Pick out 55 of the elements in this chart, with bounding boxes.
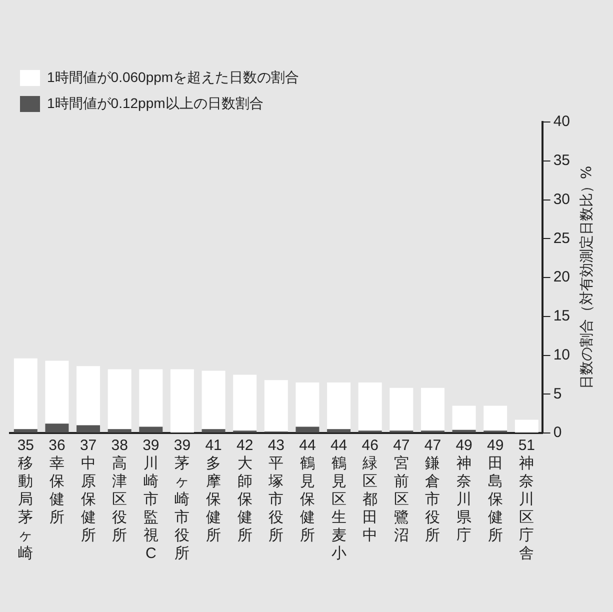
- bar: [452, 406, 476, 430]
- x-tick-label: 49 田島保健所: [487, 437, 504, 544]
- bar: [264, 380, 288, 432]
- bar: [296, 426, 320, 432]
- bar: [76, 425, 100, 432]
- x-tick-label: 41 多摩保健所: [205, 437, 222, 544]
- bar: [390, 388, 414, 431]
- bar: [14, 358, 38, 430]
- bar: [108, 429, 132, 432]
- x-tick-label: 36 幸保健所: [48, 437, 66, 526]
- bar: [139, 426, 163, 432]
- x-tick-label: 47 鎌倉市役所: [424, 437, 442, 544]
- x-tick-label: 51 神奈川区庁舎: [518, 437, 536, 562]
- bar: [420, 388, 444, 431]
- bar: [108, 369, 132, 430]
- x-tick-label: 42 大師保健所: [236, 437, 254, 544]
- x-tick-label: 49 神奈川県庁: [456, 437, 472, 544]
- bar: [452, 430, 476, 432]
- bar: [170, 369, 194, 432]
- bar: [202, 429, 226, 432]
- x-tick-label: 44 鶴見保健所: [299, 437, 316, 544]
- y-tick-label: 30: [553, 190, 570, 208]
- y-tick-label: 0: [553, 424, 562, 442]
- bar: [14, 429, 38, 432]
- y-tick-label: 10: [553, 346, 570, 364]
- x-tick-label: 35 移動局茅ヶ崎: [17, 437, 34, 562]
- bar: [76, 366, 100, 426]
- bar: [484, 406, 508, 431]
- y-axis-title: 日数の割合（対有効測定日数比）%: [578, 166, 595, 390]
- y-tick-label: 40: [553, 113, 570, 130]
- bar: [45, 424, 69, 432]
- x-tick-label: 38 高津区役所: [111, 437, 128, 544]
- x-tick-label: 46 緑区都田中: [362, 437, 378, 544]
- legend-label: 1時間値が0.12ppm以上の日数割合: [47, 94, 264, 111]
- y-tick-label: 35: [553, 152, 570, 170]
- bar: [327, 382, 351, 430]
- y-tick-label: 20: [553, 268, 570, 286]
- x-tick-label: 44 鶴見区生麦小: [330, 437, 348, 562]
- bar: [296, 382, 320, 427]
- bar: [514, 420, 538, 432]
- bar: [358, 382, 382, 431]
- legend-label: 1時間値が0.060ppmを超えた日数の割合: [47, 68, 300, 85]
- bar: [233, 374, 257, 431]
- x-tick-label: 39 茅ヶ崎市役所: [174, 437, 191, 562]
- x-tick-label: 43 平塚市役所: [268, 437, 284, 544]
- bar: [327, 429, 351, 432]
- x-tick-label: 37 中原保健所: [80, 437, 97, 544]
- bar: [139, 369, 163, 427]
- y-tick-label: 5: [553, 385, 562, 402]
- x-tick-label: 39 川崎市監視C: [142, 437, 160, 562]
- bar: [45, 360, 69, 424]
- bar: [202, 370, 226, 430]
- y-tick-label: 15: [553, 308, 570, 325]
- x-tick-label: 47 宮前区鷺沼: [393, 437, 410, 544]
- y-tick-label: 25: [553, 230, 570, 247]
